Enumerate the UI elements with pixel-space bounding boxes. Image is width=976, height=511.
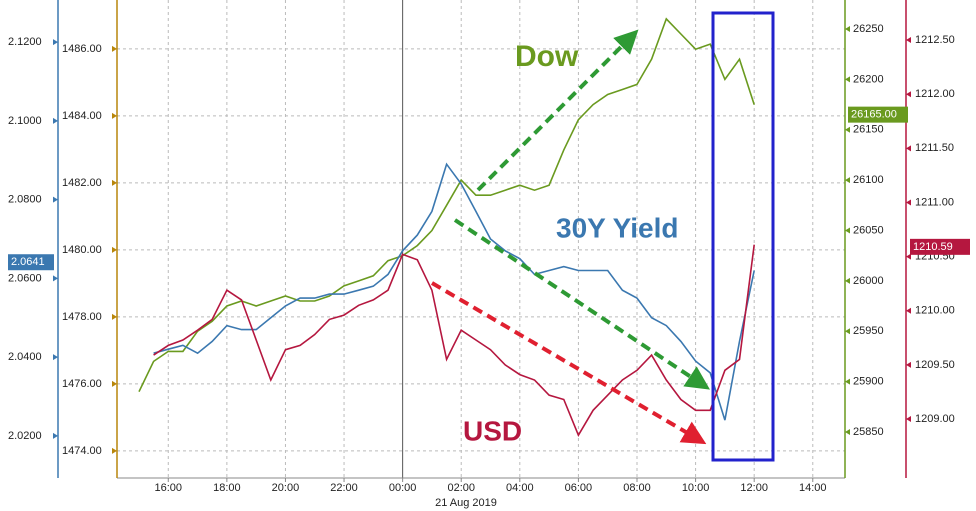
y-tick <box>906 145 911 152</box>
y-tick-label: 1212.00 <box>915 88 955 100</box>
x-tick-label: 14:00 <box>799 482 827 494</box>
y-tick-label: 1476.00 <box>62 378 102 390</box>
y-tick-label: 26250 <box>853 23 884 35</box>
y-tick-label: 1210.00 <box>915 305 955 317</box>
x-tick-label: 06:00 <box>565 482 593 494</box>
y-tick <box>53 354 58 361</box>
y-tick <box>845 76 850 83</box>
y-tick <box>112 45 117 52</box>
y-tick-label: 26150 <box>853 124 884 136</box>
y-tick-label: 26200 <box>853 73 884 85</box>
y-tick <box>845 126 850 133</box>
date-label: 21 Aug 2019 <box>435 497 497 509</box>
y-tick-label: 1484.00 <box>62 110 102 122</box>
last-value-label: 2.0641 <box>11 256 45 268</box>
y-tick <box>845 378 850 385</box>
y-tick <box>53 196 58 203</box>
y-tick <box>53 275 58 282</box>
y-tick-label: 25950 <box>853 325 884 337</box>
y-tick-label: 1209.50 <box>915 359 955 371</box>
y-tick <box>112 380 117 387</box>
y-tick <box>53 117 58 124</box>
y-tick-label: 26100 <box>853 174 884 186</box>
y-tick-label: 2.0200 <box>8 430 42 442</box>
y-tick-label: 2.1000 <box>8 115 42 127</box>
last-value-label: 1210.59 <box>913 241 953 253</box>
y-tick <box>112 179 117 186</box>
y-tick <box>845 227 850 234</box>
y-tick <box>845 26 850 33</box>
series-label: 30Y Yield <box>556 212 678 243</box>
y-tick-label: 1478.00 <box>62 311 102 323</box>
y-tick <box>906 199 911 206</box>
y-tick-label: 25900 <box>853 376 884 388</box>
last-value-label: 26165.00 <box>851 109 897 121</box>
y-tick <box>906 307 911 314</box>
y-tick <box>845 177 850 184</box>
x-tick-label: 00:00 <box>389 482 417 494</box>
y-tick <box>906 37 911 44</box>
series-line <box>138 17 755 393</box>
axes: 16:00 18:00 20:00 22:00 00:00 02:00 04:00 06:00… <box>8 0 970 494</box>
y-tick <box>906 361 911 368</box>
y-tick-label: 2.0400 <box>8 351 42 363</box>
y-tick-label: 25850 <box>853 426 884 438</box>
y-tick-label: 1211.50 <box>915 142 954 154</box>
y-tick-label: 26050 <box>853 224 884 236</box>
y-tick <box>845 328 850 335</box>
last-value-tag <box>8 254 54 271</box>
y-tick-label: 1211.00 <box>915 196 954 208</box>
x-tick-label: 18:00 <box>213 482 241 494</box>
x-tick-label: 22:00 <box>330 482 358 494</box>
last-value-tag <box>848 106 908 123</box>
x-tick-label: 12:00 <box>740 482 768 494</box>
y-tick-label: 2.1200 <box>8 36 42 48</box>
x-tick-label: 16:00 <box>155 482 183 494</box>
y-tick <box>53 432 58 439</box>
y-tick-label: 1474.00 <box>62 445 102 457</box>
y-tick <box>112 246 117 253</box>
grid <box>117 0 845 478</box>
highlight-box <box>711 11 775 462</box>
series-line <box>153 162 755 421</box>
y-tick-label: 2.0800 <box>8 194 42 206</box>
y-tick <box>845 428 850 435</box>
x-tick-label: 20:00 <box>272 482 300 494</box>
y-tick <box>906 253 911 260</box>
y-tick-label: 26000 <box>853 275 884 287</box>
y-tick-label: 1212.50 <box>915 34 955 46</box>
y-tick-label: 2.0600 <box>8 272 42 284</box>
series-label: USD <box>463 415 522 446</box>
y-tick <box>53 39 58 46</box>
y-tick-label: 1486.00 <box>62 43 102 55</box>
y-tick <box>112 313 117 320</box>
y-tick <box>112 447 117 454</box>
y-tick-label: 1209.00 <box>915 413 955 425</box>
y-tick-label: 1482.00 <box>62 177 102 189</box>
x-tick-label: 08:00 <box>623 482 651 494</box>
y-tick <box>845 277 850 284</box>
arrow <box>453 218 710 390</box>
x-tick-label: 02:00 <box>447 482 475 494</box>
series-label: Dow <box>515 40 579 73</box>
arrow <box>476 29 639 192</box>
y-tick <box>112 112 117 119</box>
y-tick-label: 1480.00 <box>62 244 102 256</box>
lines <box>138 17 755 437</box>
arrow <box>430 281 707 445</box>
x-tick-label: 10:00 <box>682 482 710 494</box>
y-tick <box>906 415 911 422</box>
series-line <box>153 244 755 437</box>
last-value-tag <box>910 238 970 255</box>
x-tick-label: 04:00 <box>506 482 534 494</box>
y-tick <box>906 91 911 98</box>
